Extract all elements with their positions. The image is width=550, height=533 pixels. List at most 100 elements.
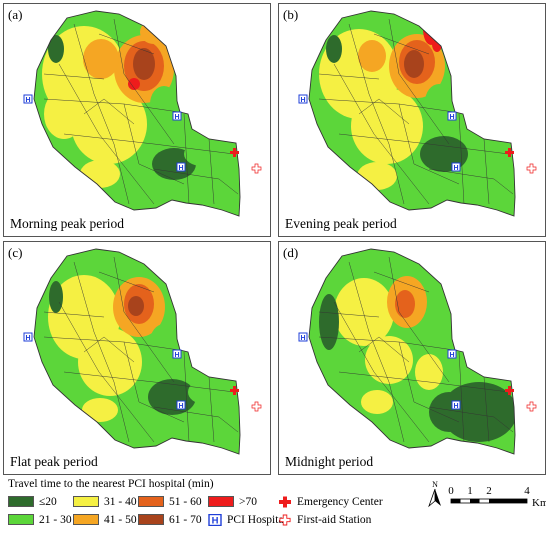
legend-emergency-center: Emergency Center: [278, 496, 383, 508]
map-morning: H H H: [23, 10, 262, 217]
zone: [49, 281, 63, 313]
legend-class-5: 51 - 60: [138, 496, 202, 508]
legend-swatch: [138, 496, 164, 507]
zone-over-70: [159, 250, 169, 278]
zone: [83, 39, 119, 79]
emergency-center-icon: [505, 386, 514, 395]
district-boundary: [308, 248, 516, 455]
road-line: [318, 311, 380, 318]
road-line: [63, 133, 235, 155]
road-line: [153, 406, 239, 433]
north-arrow-icon: N: [428, 480, 441, 508]
road-line: [153, 168, 239, 195]
legend-label: 61 - 70: [169, 514, 202, 526]
road-line: [83, 98, 135, 125]
map-evening: H H H: [298, 10, 537, 217]
road-line: [388, 18, 450, 145]
road-line: [483, 138, 490, 205]
road-line: [63, 371, 235, 393]
legend-swatch: [138, 514, 164, 525]
road-line: [483, 376, 490, 443]
pci-hospital-icon: H: [176, 400, 186, 410]
pci-hospital-icon: H: [451, 162, 461, 172]
road-line: [208, 376, 215, 443]
panel-title: Midnight period: [285, 454, 374, 469]
zone-over-70: [432, 36, 442, 52]
scale-tick: 2: [486, 485, 492, 497]
legend-class-1: ≤20: [8, 496, 57, 508]
map-panel-midnight: H H H (d) Midnight period: [278, 241, 546, 475]
legend-label: First-aid Station: [297, 514, 372, 526]
zone: [184, 142, 220, 166]
road-line: [373, 33, 430, 55]
legend-swatch: [73, 496, 99, 507]
emergency-center-icon: [230, 148, 239, 157]
pci-hospital-icon: H: [298, 94, 308, 104]
panel-letter: (b): [283, 7, 299, 22]
road-line: [123, 103, 185, 185]
svg-text:H: H: [449, 114, 454, 121]
road-line: [123, 341, 185, 423]
panel-letter: (c): [8, 245, 23, 260]
legend-swatch: [8, 514, 34, 525]
travel-time-surface: [309, 249, 515, 454]
pci-hospital-icon: H: [451, 400, 461, 410]
zone: [357, 162, 397, 190]
road-line: [428, 168, 514, 195]
legend-first-aid-station: First-aid Station: [278, 514, 371, 526]
legend-swatch: [208, 496, 234, 507]
legend-class-7: >70: [208, 496, 257, 508]
legend-label: ≤20: [39, 496, 57, 508]
road-line: [398, 341, 460, 423]
zone-over-70: [128, 78, 140, 90]
zone: [361, 390, 393, 414]
zone: [133, 48, 155, 80]
road-line: [333, 301, 430, 443]
road-line: [458, 351, 465, 443]
road-line: [348, 261, 405, 443]
first-aid-station-icon: [526, 163, 537, 174]
district-boundary: [33, 248, 241, 455]
scale-tick: 0: [448, 485, 454, 497]
zone: [48, 35, 64, 63]
svg-text:H: H: [174, 352, 179, 359]
legend-swatch: [8, 496, 34, 507]
road-line: [73, 23, 130, 205]
zone: [358, 40, 386, 72]
road-line: [43, 73, 105, 80]
first-aid-station-icon: [279, 514, 291, 526]
travel-time-surface: [309, 11, 515, 216]
zone: [319, 294, 339, 350]
svg-text:H: H: [212, 516, 219, 526]
zone: [326, 35, 342, 63]
road-line: [428, 406, 514, 433]
road-line: [113, 18, 175, 145]
zone: [71, 84, 147, 164]
district-boundary: [308, 10, 516, 217]
pci-hospital-icon: H: [176, 162, 186, 172]
travel-time-surface: [34, 249, 240, 454]
road-line: [183, 113, 190, 205]
zone: [395, 290, 415, 318]
emergency-center-icon: [230, 386, 239, 395]
travel-time-surface: [34, 11, 240, 216]
pci-hospital-icon: H: [447, 111, 457, 121]
map-legend: Travel time to the nearest PCI hospital …: [3, 478, 547, 533]
panel-letter: (a): [8, 7, 23, 22]
svg-text:H: H: [174, 114, 179, 121]
road-line: [58, 301, 155, 443]
north-label: N: [432, 480, 438, 489]
legend-class-3: 31 - 40: [73, 496, 137, 508]
zone: [351, 88, 423, 164]
zone: [420, 136, 468, 172]
scale-tick: 1: [467, 485, 473, 497]
road-line: [338, 371, 510, 393]
emergency-center-icon: [505, 148, 514, 157]
road-line: [373, 271, 430, 293]
panel-title: Morning peak period: [10, 216, 124, 231]
road-line: [73, 261, 130, 443]
scale-tick: 4: [524, 485, 530, 497]
svg-text:H: H: [178, 165, 183, 172]
svg-text:H: H: [25, 97, 30, 104]
zone: [415, 354, 443, 390]
